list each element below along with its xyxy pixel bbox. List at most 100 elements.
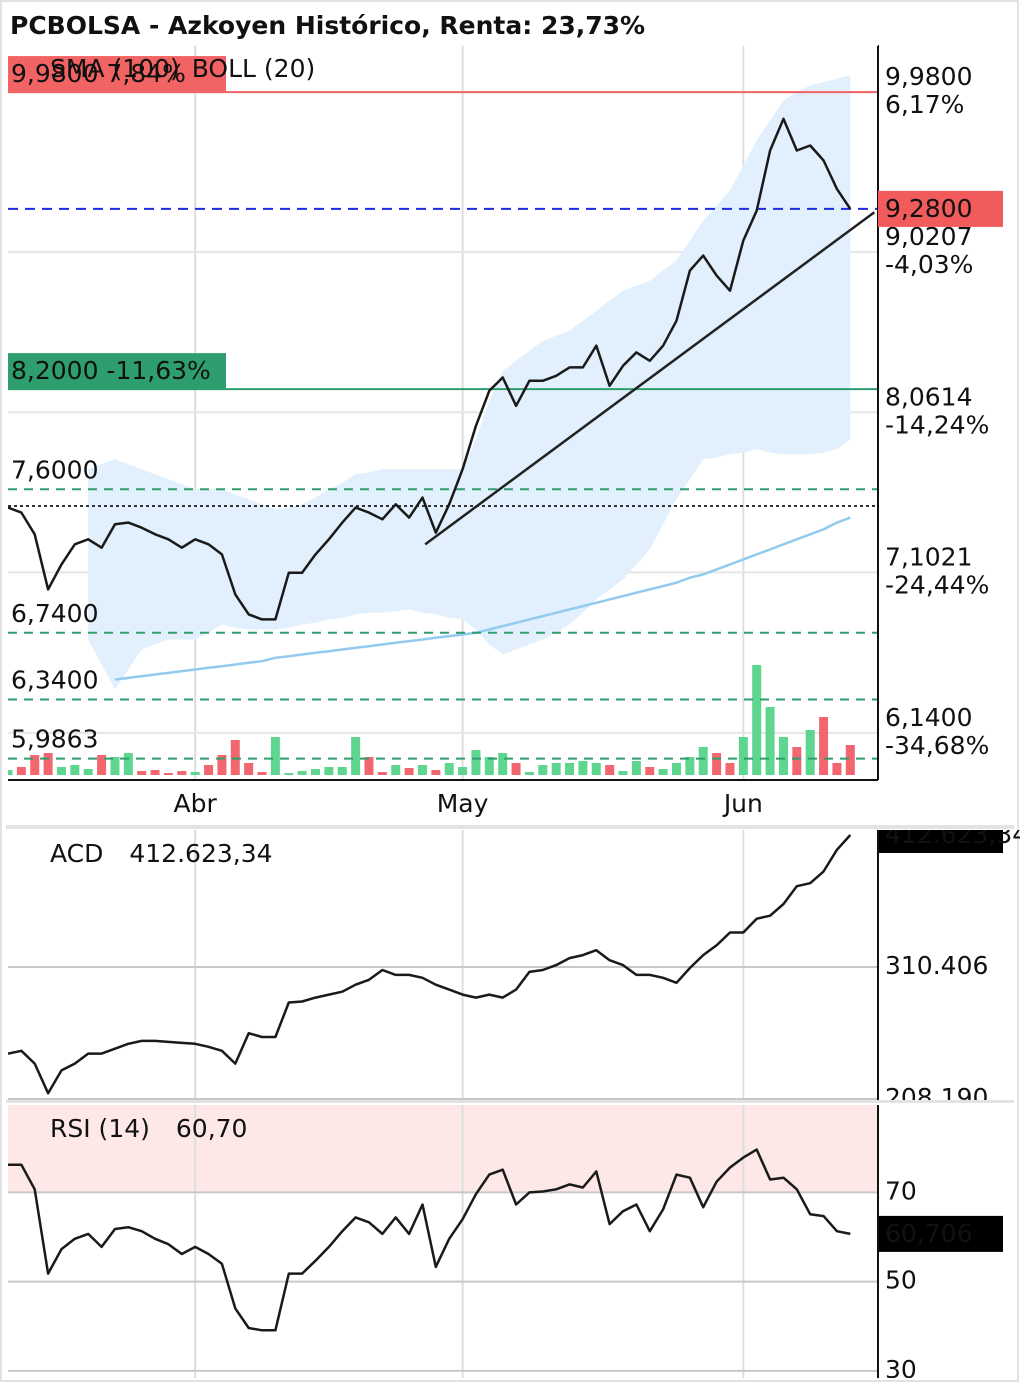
level-label: 8,2000 -11,63%	[11, 356, 211, 385]
level-label: 6,7400	[11, 599, 98, 628]
trend-line	[424, 211, 876, 546]
volume-bar	[56, 767, 66, 775]
volume-bar	[565, 763, 575, 775]
level-label: 9,9800 7,84%	[11, 59, 186, 88]
chart-title: PCBOLSA - Azkoyen Histórico, Renta: 23,7…	[10, 11, 645, 40]
volume-bar	[805, 730, 815, 775]
volume-bar	[110, 757, 120, 775]
indicator-label: RSI (14)	[50, 1114, 150, 1143]
y-tick-change: -34,68%	[885, 731, 989, 760]
y-tick-label: 8,0614	[885, 382, 972, 411]
volume-bar	[364, 757, 374, 775]
y-tick-change: -24,44%	[885, 570, 989, 599]
level-label: 5,9863	[11, 725, 98, 754]
volume-bar	[658, 769, 668, 775]
panel-separator	[6, 825, 1014, 829]
legend-entry: SMA (100)	[50, 54, 180, 83]
volume-bar	[351, 737, 361, 775]
volume-bar	[498, 753, 508, 775]
volume-bar	[819, 717, 829, 775]
plot-area	[8, 1105, 878, 1378]
volume-bar	[712, 753, 722, 775]
y-tick-label: 70	[885, 1176, 917, 1205]
volume-bar	[297, 771, 307, 775]
level-label: 6,3400	[11, 666, 98, 695]
volume-bar	[645, 767, 655, 775]
y-tick-label: 30	[885, 1355, 917, 1383]
volume-bar	[591, 763, 601, 775]
volume-bar	[257, 772, 267, 775]
volume-bar	[685, 757, 695, 775]
volume-bar	[97, 755, 107, 775]
volume-bar	[471, 750, 481, 775]
volume-bar	[204, 765, 214, 775]
indicator-label: ACD	[50, 839, 103, 868]
last-value-box	[878, 830, 1003, 854]
volume-bar	[778, 737, 788, 775]
legend-entry: BOLL (20)	[192, 54, 316, 83]
volume-bar	[163, 773, 173, 775]
level-tag	[8, 353, 226, 390]
volume-bar	[123, 753, 133, 775]
x-tick-label: Abr	[174, 789, 218, 818]
bollinger-band	[88, 75, 851, 690]
indicator-value: 60,70	[176, 1114, 248, 1143]
title-background	[6, 8, 878, 46]
volume-bar	[137, 771, 147, 775]
volume-bar	[391, 765, 401, 775]
panel-separator	[6, 1100, 1014, 1103]
volume-bar	[631, 761, 641, 775]
overbought-zone	[8, 1105, 878, 1193]
y-tick-label: 9,9800	[885, 62, 972, 91]
volume-bar	[752, 665, 762, 775]
plot-area	[8, 830, 878, 1100]
axis-area: 310.406 208.190 412.623,34	[878, 820, 1020, 1112]
volume-bar	[337, 767, 347, 775]
volume-bar	[417, 765, 427, 775]
volume-bar	[284, 773, 294, 775]
volume-bar	[832, 763, 842, 775]
last-value-label: 412.623,34	[885, 820, 1020, 849]
volume-bar	[511, 763, 521, 775]
volume-bar	[698, 747, 708, 775]
volume-bar	[244, 763, 254, 775]
volume-bar	[618, 771, 628, 775]
axis-area: 70 50 30 60,706	[878, 1176, 1003, 1383]
volume-bar	[792, 747, 802, 775]
volume-bar	[43, 753, 53, 775]
volume-bar	[524, 772, 534, 775]
volume-bar	[8, 770, 13, 775]
volume-bar	[16, 767, 26, 775]
level-label: 7,6000	[11, 455, 98, 484]
y-tick-label: 7,1021	[885, 542, 972, 571]
volume-bar	[431, 770, 441, 775]
sma-line	[114, 516, 851, 681]
volume-bar	[845, 745, 855, 775]
volume-bar	[30, 755, 40, 775]
volume-bar	[578, 761, 588, 775]
volume-bar	[377, 772, 387, 775]
volume-bar	[725, 763, 735, 775]
y-tick-label: 9,0207	[885, 222, 972, 251]
volume-bar	[311, 769, 321, 775]
volume-bar	[484, 757, 494, 775]
y-tick-change: -4,03%	[885, 250, 973, 279]
volume-bar	[404, 768, 414, 775]
price-line	[8, 117, 852, 621]
x-tick-label: Jun	[722, 789, 763, 818]
volume-bar	[551, 763, 561, 775]
y-tick-change: 6,17%	[885, 90, 964, 119]
y-tick-label: 310.406	[885, 951, 988, 980]
volume-bar	[190, 772, 200, 775]
x-tick-label: May	[437, 789, 489, 818]
last-value-label: 60,706	[885, 1219, 972, 1248]
price-line	[8, 834, 852, 1095]
volume-bar	[230, 740, 240, 775]
volume-bar	[672, 763, 681, 775]
volume-bar	[270, 737, 280, 775]
y-tick-label: 208.190	[885, 1083, 988, 1112]
volume-bar	[738, 737, 748, 775]
volume-bar	[177, 771, 187, 775]
